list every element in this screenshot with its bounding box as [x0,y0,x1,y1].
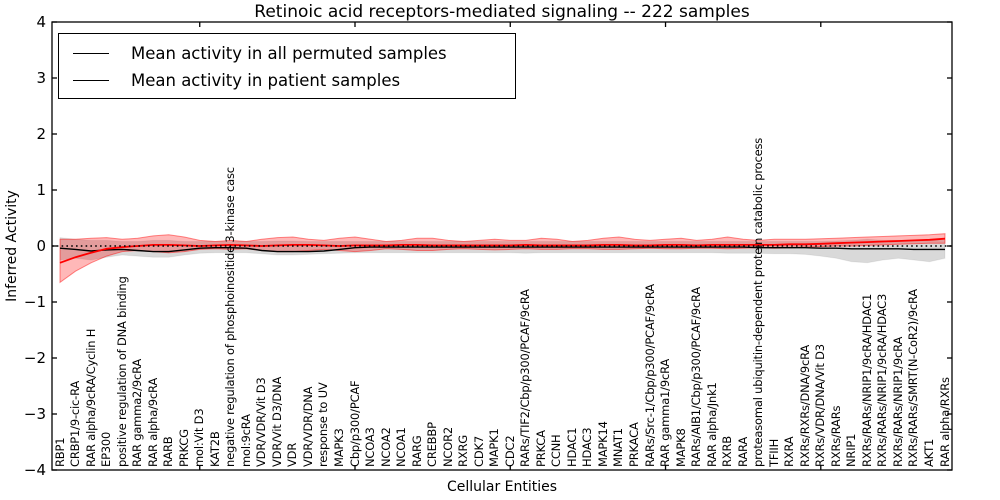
x-tick-label: positive regulation of DNA binding [114,276,129,467]
x-tick-label: CRBP1/9-cic-RA [68,380,83,467]
x-tick-label: CDC2 [502,435,517,467]
permuted-mean-line [59,246,945,253]
x-tick-label: RARB [161,436,176,467]
y-tick-label: −4 [23,461,46,479]
x-tick-label: NCOA2 [378,427,393,467]
x-tick-label: RXRG [456,435,471,467]
x-tick-label: response to UV [316,382,331,467]
x-tick-label: RXRA [782,436,797,467]
x-tick-label: RXRs/VDR/DNA/Vit D3 [813,344,828,467]
x-tick-label: CCNH [549,434,564,467]
x-tick-label: PRKACA [626,422,641,467]
x-tick-label: RBP1 [52,437,67,467]
x-tick-label: HDAC3 [580,427,595,467]
legend-label: Mean activity in patient samples [131,70,401,90]
legend-line-sample-red [73,79,109,81]
x-tick-label: RARA [735,437,750,467]
x-tick-label: PRKCA [533,430,548,467]
y-tick-label: −1 [23,293,46,311]
x-tick-label: RARs/Src-1/Cbp/p300/PCAF/9cRA [642,284,657,467]
x-tick-label: RXRs/RARs/NRIP1/9cRA/HDAC3 [875,293,890,467]
x-tick-label: NCOA3 [363,427,378,467]
y-tick-label: −2 [23,349,46,367]
x-tick-label: VDR/VDR/Vit D3 [254,377,269,467]
x-tick-label: RXRs/RXRs/DNA/9cRA [797,344,812,467]
x-tick-label: RXRs/RARs/NRIP1/9cRA/HDAC1 [859,293,874,467]
x-tick-label: RAR gamma2/9cRA [130,358,145,467]
x-tick-label: VDR [285,442,300,467]
x-tick-label: RXRs/RARs/NRIP1/9cRA [890,336,905,467]
y-tick-label: 2 [36,125,46,143]
x-tick-label: MNAT1 [611,428,626,467]
legend-entry-patient: Mean activity in patient samples [59,66,515,94]
x-axis-label: Cellular Entities [446,479,558,495]
x-tick-label: mol:9cRA [238,414,253,467]
x-tick-label: RAR alpha/RXRs [937,377,952,467]
x-tick-label: EP300 [99,431,114,467]
x-tick-label: RAR alpha/9cRA [145,377,160,467]
x-tick-label: CREBBP [425,422,440,467]
x-tick-label: RXRs/RARs [828,405,843,467]
x-tick-label: RARG [409,435,424,468]
x-tick-label: KAT2B [207,431,222,467]
y-tick-label: 0 [36,237,46,255]
patient-mean-line [59,237,946,264]
x-tick-label: negative regulation of phosphoinositide … [223,167,238,467]
permuted-band [59,237,946,264]
x-tick-label: NRIP1 [844,433,859,467]
x-tick-label: RARs/AIB1/Cbp/p300/PCAF/9cRA [689,287,704,467]
x-tick-label: MAPK3 [331,428,346,467]
x-tick-label: AKT1 [921,438,936,467]
legend: Mean activity in all permuted samples Me… [58,33,516,99]
x-tick-label: MAPK14 [595,421,610,467]
y-tick-label: −3 [23,405,46,423]
patient-band [59,233,946,284]
x-tick-label: VDR/VDR/DNA [300,386,315,467]
x-tick-label: MAPK8 [673,428,688,467]
x-tick-label: RXRs/RARs/SMRT(N-CoR2)/9cRA [906,289,921,467]
y-tick-label: 3 [36,69,46,87]
x-tick-label: TFIIH [766,438,781,467]
x-tick-label: RXRB [720,436,735,467]
chart-title: Retinoic acid receptors-mediated signali… [254,2,750,22]
legend-entry-permuted: Mean activity in all permuted samples [59,39,515,67]
x-tick-label: Cbp/p300/PCAF [347,380,362,467]
x-tick-label: RAR alpha/9cRA/Cyclin H [83,328,98,467]
legend-label: Mean activity in all permuted samples [131,43,447,63]
x-tick-label: MAPK1 [487,428,502,467]
x-tick-label: RAR alpha/Jnk1 [704,382,719,467]
y-tick-label: 1 [36,181,46,199]
x-tick-label: RARs/TIF2/Cbp/p300/PCAF/9cRA [518,289,533,467]
x-tick-label: VDR/Vit D3/DNA [269,376,284,467]
legend-line-sample-black [73,52,109,54]
x-tick-label: NCOA1 [394,427,409,467]
x-tick-label: CDK7 [471,436,486,467]
x-tick-label: RAR gamma1/9cRA [658,358,673,467]
x-tick-label: NCOR2 [440,427,455,467]
x-tick-label: HDAC1 [564,427,579,467]
x-tick-label: PRKCG [176,429,191,467]
x-tick-label: proteasomal ubiquitin-dependent protein … [751,137,766,467]
x-tick-label: mol:Vit D3 [192,408,207,467]
y-tick-label: 4 [36,13,46,31]
